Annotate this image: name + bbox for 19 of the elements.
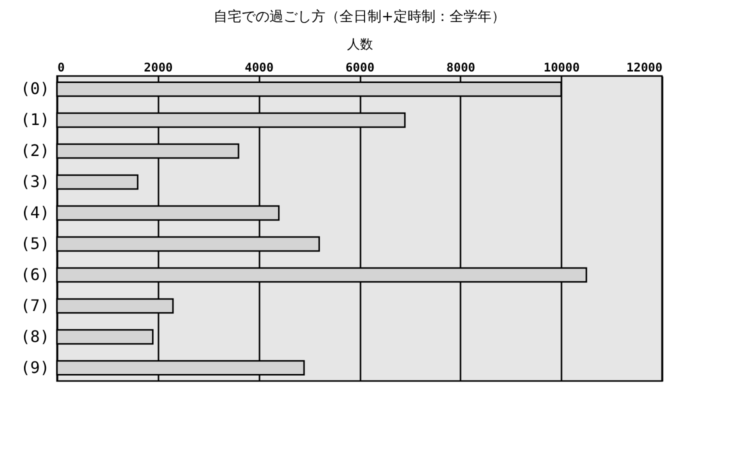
x-tick-label: 10000: [544, 60, 580, 74]
x-axis-title: 人数: [347, 38, 373, 52]
x-tick-label: 4000: [244, 60, 274, 74]
y-tick-label: (8): [20, 326, 50, 346]
x-tick-label: 12000: [626, 60, 662, 74]
y-tick-label: (2): [20, 141, 50, 160]
x-tick-label: 0: [58, 60, 65, 74]
y-tick-label: (1): [20, 110, 50, 130]
chart-title: 自宅での過ごし方（全日制+定時制：全学年）: [214, 9, 506, 25]
y-tick-label: (6): [20, 264, 50, 284]
x-tick-label: 2000: [144, 60, 173, 74]
y-tick-label: (9): [20, 358, 50, 377]
x-tick-label: 6000: [346, 60, 374, 74]
y-tick-label: (3): [20, 172, 50, 192]
y-tick-label: (7): [20, 296, 50, 315]
y-tick-label: (0): [20, 79, 50, 98]
y-tick-label: (5): [20, 234, 50, 253]
x-tick-label: 8000: [446, 60, 476, 74]
y-tick-label: (4): [20, 203, 50, 222]
